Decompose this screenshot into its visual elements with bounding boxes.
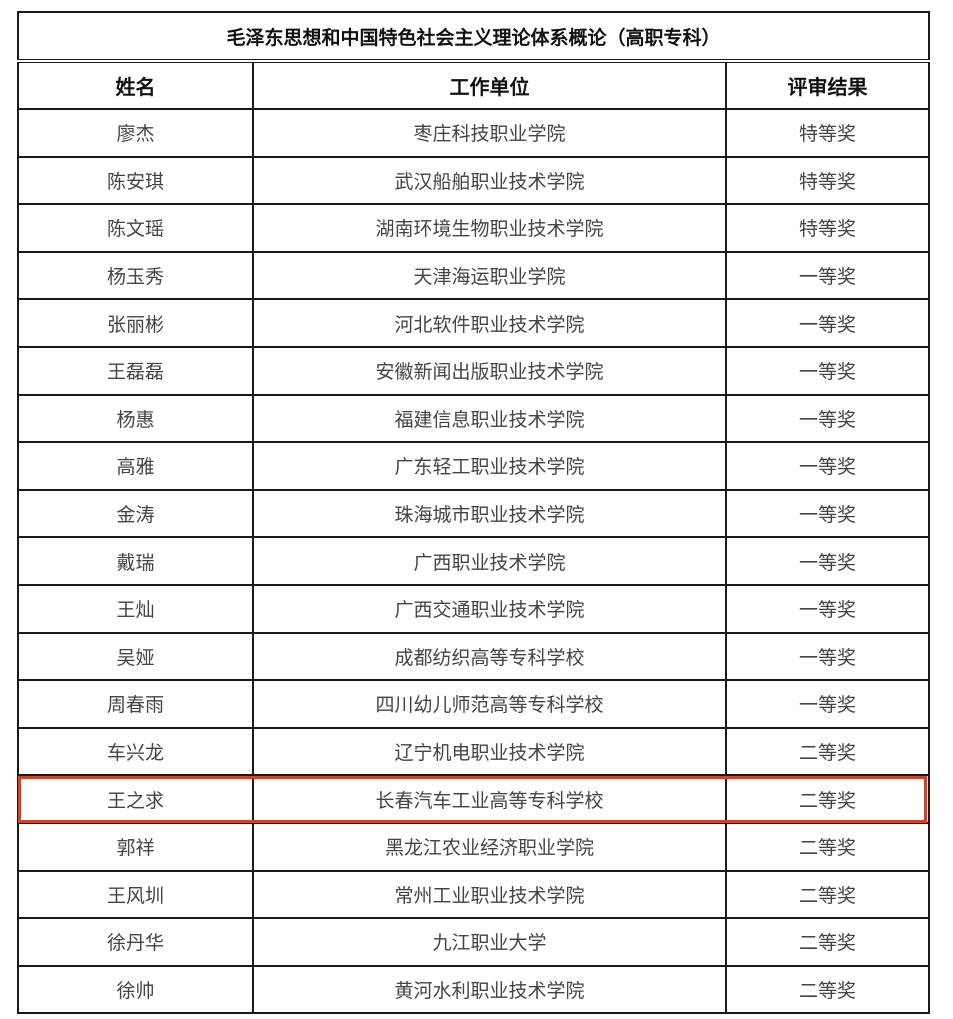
table-row: 陈安琪 武汉船舶职业技术学院 特等奖	[17, 155, 931, 206]
table-row: 吴娅 成都纺织高等专科学校 一等奖	[17, 631, 931, 682]
cell-name: 王之求	[17, 774, 254, 824]
table-row: 王灿 广西交通职业技术学院 一等奖	[17, 583, 931, 634]
cell-unit: 常州工业职业技术学院	[252, 869, 727, 920]
cell-result: 特等奖	[724, 203, 931, 253]
cell-result: 一等奖	[724, 536, 931, 586]
cell-unit: 辽宁机电职业技术学院	[252, 726, 727, 777]
cell-result: 特等奖	[724, 108, 931, 158]
cell-unit: 湖南环境生物职业技术学院	[252, 203, 727, 253]
table-row: 杨玉秀 天津海运职业学院 一等奖	[17, 250, 931, 301]
cell-result: 一等奖	[724, 298, 931, 348]
cell-result: 一等奖	[724, 250, 931, 301]
header-name: 姓名	[17, 59, 254, 110]
cell-name: 郭祥	[17, 821, 254, 872]
cell-name: 廖杰	[17, 108, 254, 158]
cell-name: 张丽彬	[17, 298, 254, 348]
cell-name: 高雅	[17, 441, 254, 491]
cell-unit: 天津海运职业学院	[252, 250, 727, 301]
cell-name: 徐帅	[17, 964, 254, 1015]
table-row: 戴瑞 广西职业技术学院 一等奖	[17, 536, 931, 586]
table-row: 高雅 广东轻工职业技术学院 一等奖	[17, 441, 931, 491]
cell-name: 陈安琪	[17, 155, 254, 206]
cell-result: 二等奖	[724, 917, 931, 967]
table-row: 杨惠 福建信息职业技术学院 一等奖	[17, 393, 931, 444]
cell-name: 王磊磊	[17, 345, 254, 396]
cell-name: 杨玉秀	[17, 250, 254, 301]
table-row: 周春雨 四川幼儿师范高等专科学校 一等奖	[17, 679, 931, 729]
cell-name: 戴瑞	[17, 536, 254, 586]
cell-result: 一等奖	[724, 583, 931, 634]
table-row: 车兴龙 辽宁机电职业技术学院 二等奖	[17, 726, 931, 777]
cell-result: 二等奖	[724, 774, 931, 824]
table-row: 廖杰 枣庄科技职业学院 特等奖	[17, 108, 931, 158]
cell-unit: 黄河水利职业技术学院	[252, 964, 727, 1015]
cell-name: 陈文瑶	[17, 203, 254, 253]
table-row: 徐帅 黄河水利职业技术学院 二等奖	[17, 964, 931, 1015]
cell-name: 王风圳	[17, 869, 254, 920]
header-result: 评审结果	[724, 59, 931, 110]
cell-unit: 枣庄科技职业学院	[252, 108, 727, 158]
cell-unit: 成都纺织高等专科学校	[252, 631, 727, 682]
table-row: 王之求 长春汽车工业高等专科学校 二等奖	[17, 774, 931, 824]
cell-unit: 珠海城市职业技术学院	[252, 488, 727, 539]
cell-unit: 武汉船舶职业技术学院	[252, 155, 727, 206]
cell-unit: 安徽新闻出版职业技术学院	[252, 345, 727, 396]
cell-result: 一等奖	[724, 441, 931, 491]
cell-result: 特等奖	[724, 155, 931, 206]
table-row: 金涛 珠海城市职业技术学院 一等奖	[17, 488, 931, 539]
cell-name: 金涛	[17, 488, 254, 539]
table-row: 张丽彬 河北软件职业技术学院 一等奖	[17, 298, 931, 348]
table-row: 王风圳 常州工业职业技术学院 二等奖	[17, 869, 931, 920]
cell-result: 二等奖	[724, 964, 931, 1015]
cell-unit: 黑龙江农业经济职业学院	[252, 821, 727, 872]
table-row: 郭祥 黑龙江农业经济职业学院 二等奖	[17, 821, 931, 872]
table-title: 毛泽东思想和中国特色社会主义理论体系概论（高职专科）	[16, 11, 931, 62]
cell-result: 一等奖	[724, 488, 931, 539]
award-table: 毛泽东思想和中国特色社会主义理论体系概论（高职专科） 姓名 工作单位 评审结果 …	[16, 11, 931, 1015]
cell-unit: 长春汽车工业高等专科学校	[252, 774, 727, 824]
cell-unit: 广西职业技术学院	[252, 536, 727, 586]
table-row: 王磊磊 安徽新闻出版职业技术学院 一等奖	[17, 345, 931, 396]
cell-unit: 广东轻工职业技术学院	[252, 441, 727, 491]
cell-name: 杨惠	[17, 393, 254, 444]
cell-result: 一等奖	[724, 393, 931, 444]
cell-name: 吴娅	[17, 631, 254, 682]
cell-unit: 广西交通职业技术学院	[252, 583, 727, 634]
cell-unit: 四川幼儿师范高等专科学校	[252, 679, 727, 729]
cell-result: 一等奖	[724, 345, 931, 396]
cell-result: 一等奖	[724, 679, 931, 729]
table-row: 徐丹华 九江职业大学 二等奖	[17, 917, 931, 967]
cell-name: 车兴龙	[17, 726, 254, 777]
table-row: 陈文瑶 湖南环境生物职业技术学院 特等奖	[17, 203, 931, 253]
header-unit: 工作单位	[252, 59, 727, 110]
cell-unit: 九江职业大学	[252, 917, 727, 967]
cell-name: 徐丹华	[17, 917, 254, 967]
cell-result: 二等奖	[724, 726, 931, 777]
cell-result: 二等奖	[724, 821, 931, 872]
cell-unit: 福建信息职业技术学院	[252, 393, 727, 444]
cell-unit: 河北软件职业技术学院	[252, 298, 727, 348]
cell-name: 周春雨	[17, 679, 254, 729]
cell-result: 二等奖	[724, 869, 931, 920]
cell-name: 王灿	[17, 583, 254, 634]
cell-result: 一等奖	[724, 631, 931, 682]
